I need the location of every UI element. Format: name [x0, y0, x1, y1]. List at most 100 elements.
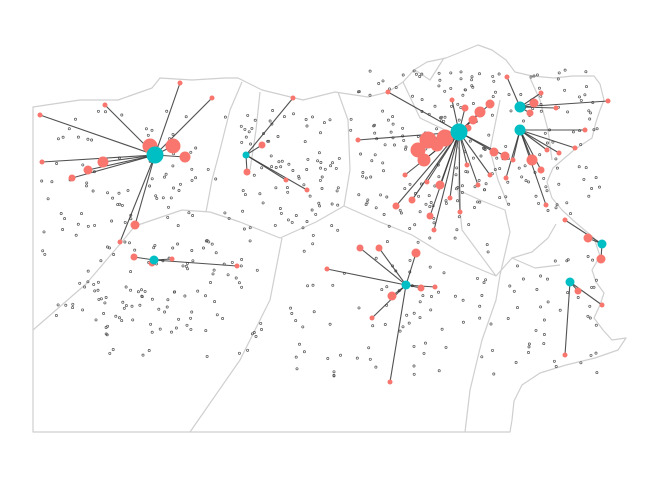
locality-point-176 [241, 209, 245, 213]
locality-point-222 [383, 143, 387, 147]
locality-point-577 [170, 330, 173, 334]
locality-point-208 [292, 112, 295, 116]
flow-line-0-2 [154, 82, 181, 156]
destination-marker-3-16 [464, 162, 470, 168]
locality-point-453 [453, 236, 457, 240]
locality-point-595 [205, 238, 209, 242]
locality-point-534 [546, 277, 549, 281]
destination-marker-3-0 [355, 137, 361, 143]
locality-point-499 [408, 258, 412, 262]
destination-marker-8-1 [562, 352, 568, 358]
destination-marker-6-7 [432, 284, 438, 290]
locality-point-526 [306, 284, 310, 288]
locality-point-59 [189, 327, 193, 331]
locality-point-424 [577, 165, 581, 169]
flow-line-3-1 [387, 91, 460, 133]
locality-point-607 [204, 329, 208, 333]
locality-point-204 [268, 119, 272, 123]
locality-point-610 [246, 348, 250, 352]
locality-point-28 [118, 316, 121, 320]
locality-point-622 [239, 264, 243, 268]
flow-line-7-0 [564, 219, 603, 245]
locality-point-8 [78, 281, 82, 285]
locality-point-21 [194, 176, 198, 180]
destination-marker-5-1 [544, 147, 550, 153]
locality-point-532 [527, 351, 530, 354]
locality-point-388 [538, 86, 541, 90]
locality-point-260 [420, 98, 424, 102]
locality-point-409 [529, 75, 533, 79]
locality-point-556 [594, 351, 598, 355]
locality-point-326 [389, 130, 393, 134]
destination-marker-3-21 [426, 212, 434, 220]
origin-marker-1 [242, 151, 250, 159]
locality-point-381 [563, 88, 567, 92]
locality-point-533 [566, 258, 570, 262]
locality-point-131 [67, 127, 71, 131]
locality-point-210 [314, 212, 318, 216]
locality-point-173 [317, 201, 321, 205]
flow-line-0-0 [39, 114, 156, 156]
locality-point-299 [427, 194, 431, 198]
destination-marker-6-4 [369, 315, 375, 321]
flow-line-6-0 [326, 268, 407, 286]
locality-point-512 [422, 351, 426, 355]
locality-point-203 [273, 223, 277, 227]
locality-point-83 [172, 186, 175, 190]
locality-point-404 [523, 164, 527, 168]
locality-point-264 [450, 104, 453, 108]
locality-point-233 [437, 175, 441, 179]
destination-marker-3-1 [385, 89, 391, 95]
locality-point-578 [120, 319, 124, 323]
locality-point-157 [271, 109, 275, 112]
locality-point-587 [147, 349, 151, 352]
locality-point-155 [243, 127, 247, 131]
locality-point-406 [592, 128, 596, 132]
locality-point-41 [76, 222, 80, 226]
locality-point-240 [444, 199, 448, 203]
destination-marker-2-3 [234, 263, 240, 269]
locality-point-253 [387, 224, 391, 228]
locality-point-513 [480, 294, 484, 297]
locality-point-576 [112, 253, 116, 256]
flow-line-3-26 [458, 131, 491, 176]
locality-point-193 [261, 201, 265, 205]
locality-point-37 [42, 230, 46, 234]
country-outline [32, 44, 627, 433]
locality-point-88 [81, 163, 85, 167]
region-border-11 [511, 257, 561, 269]
locality-point-564 [566, 291, 570, 295]
locality-point-105 [206, 167, 210, 171]
locality-point-550 [553, 259, 557, 263]
flow-line-5-3 [519, 129, 576, 149]
locality-point-425 [498, 167, 502, 171]
destination-marker-3-26 [487, 172, 493, 178]
locality-point-538 [595, 371, 599, 375]
locality-point-77 [64, 303, 68, 307]
locality-point-457 [486, 250, 490, 254]
origin-marker-4 [514, 101, 526, 113]
locality-point-437 [491, 95, 495, 99]
locality-point-598 [205, 354, 209, 358]
locality-point-168 [250, 126, 254, 130]
locality-point-124 [81, 308, 85, 312]
locality-point-613 [130, 304, 134, 308]
locality-point-474 [311, 233, 315, 237]
locality-point-387 [535, 73, 539, 77]
locality-point-286 [381, 109, 385, 113]
locality-point-38 [123, 220, 127, 224]
locality-point-558 [516, 306, 519, 310]
locality-point-115 [96, 280, 100, 284]
destination-marker-3-13 [485, 99, 495, 109]
locality-point-354 [504, 195, 508, 199]
flow-line-1-0 [245, 97, 294, 156]
destination-marker-1-1 [258, 141, 266, 149]
locality-point-23 [171, 132, 175, 136]
locality-point-626 [207, 240, 211, 244]
locality-point-468 [489, 322, 493, 326]
locality-point-198 [328, 118, 332, 122]
locality-point-174 [276, 135, 280, 138]
locality-point-628 [108, 351, 112, 355]
locality-point-531 [552, 359, 556, 363]
